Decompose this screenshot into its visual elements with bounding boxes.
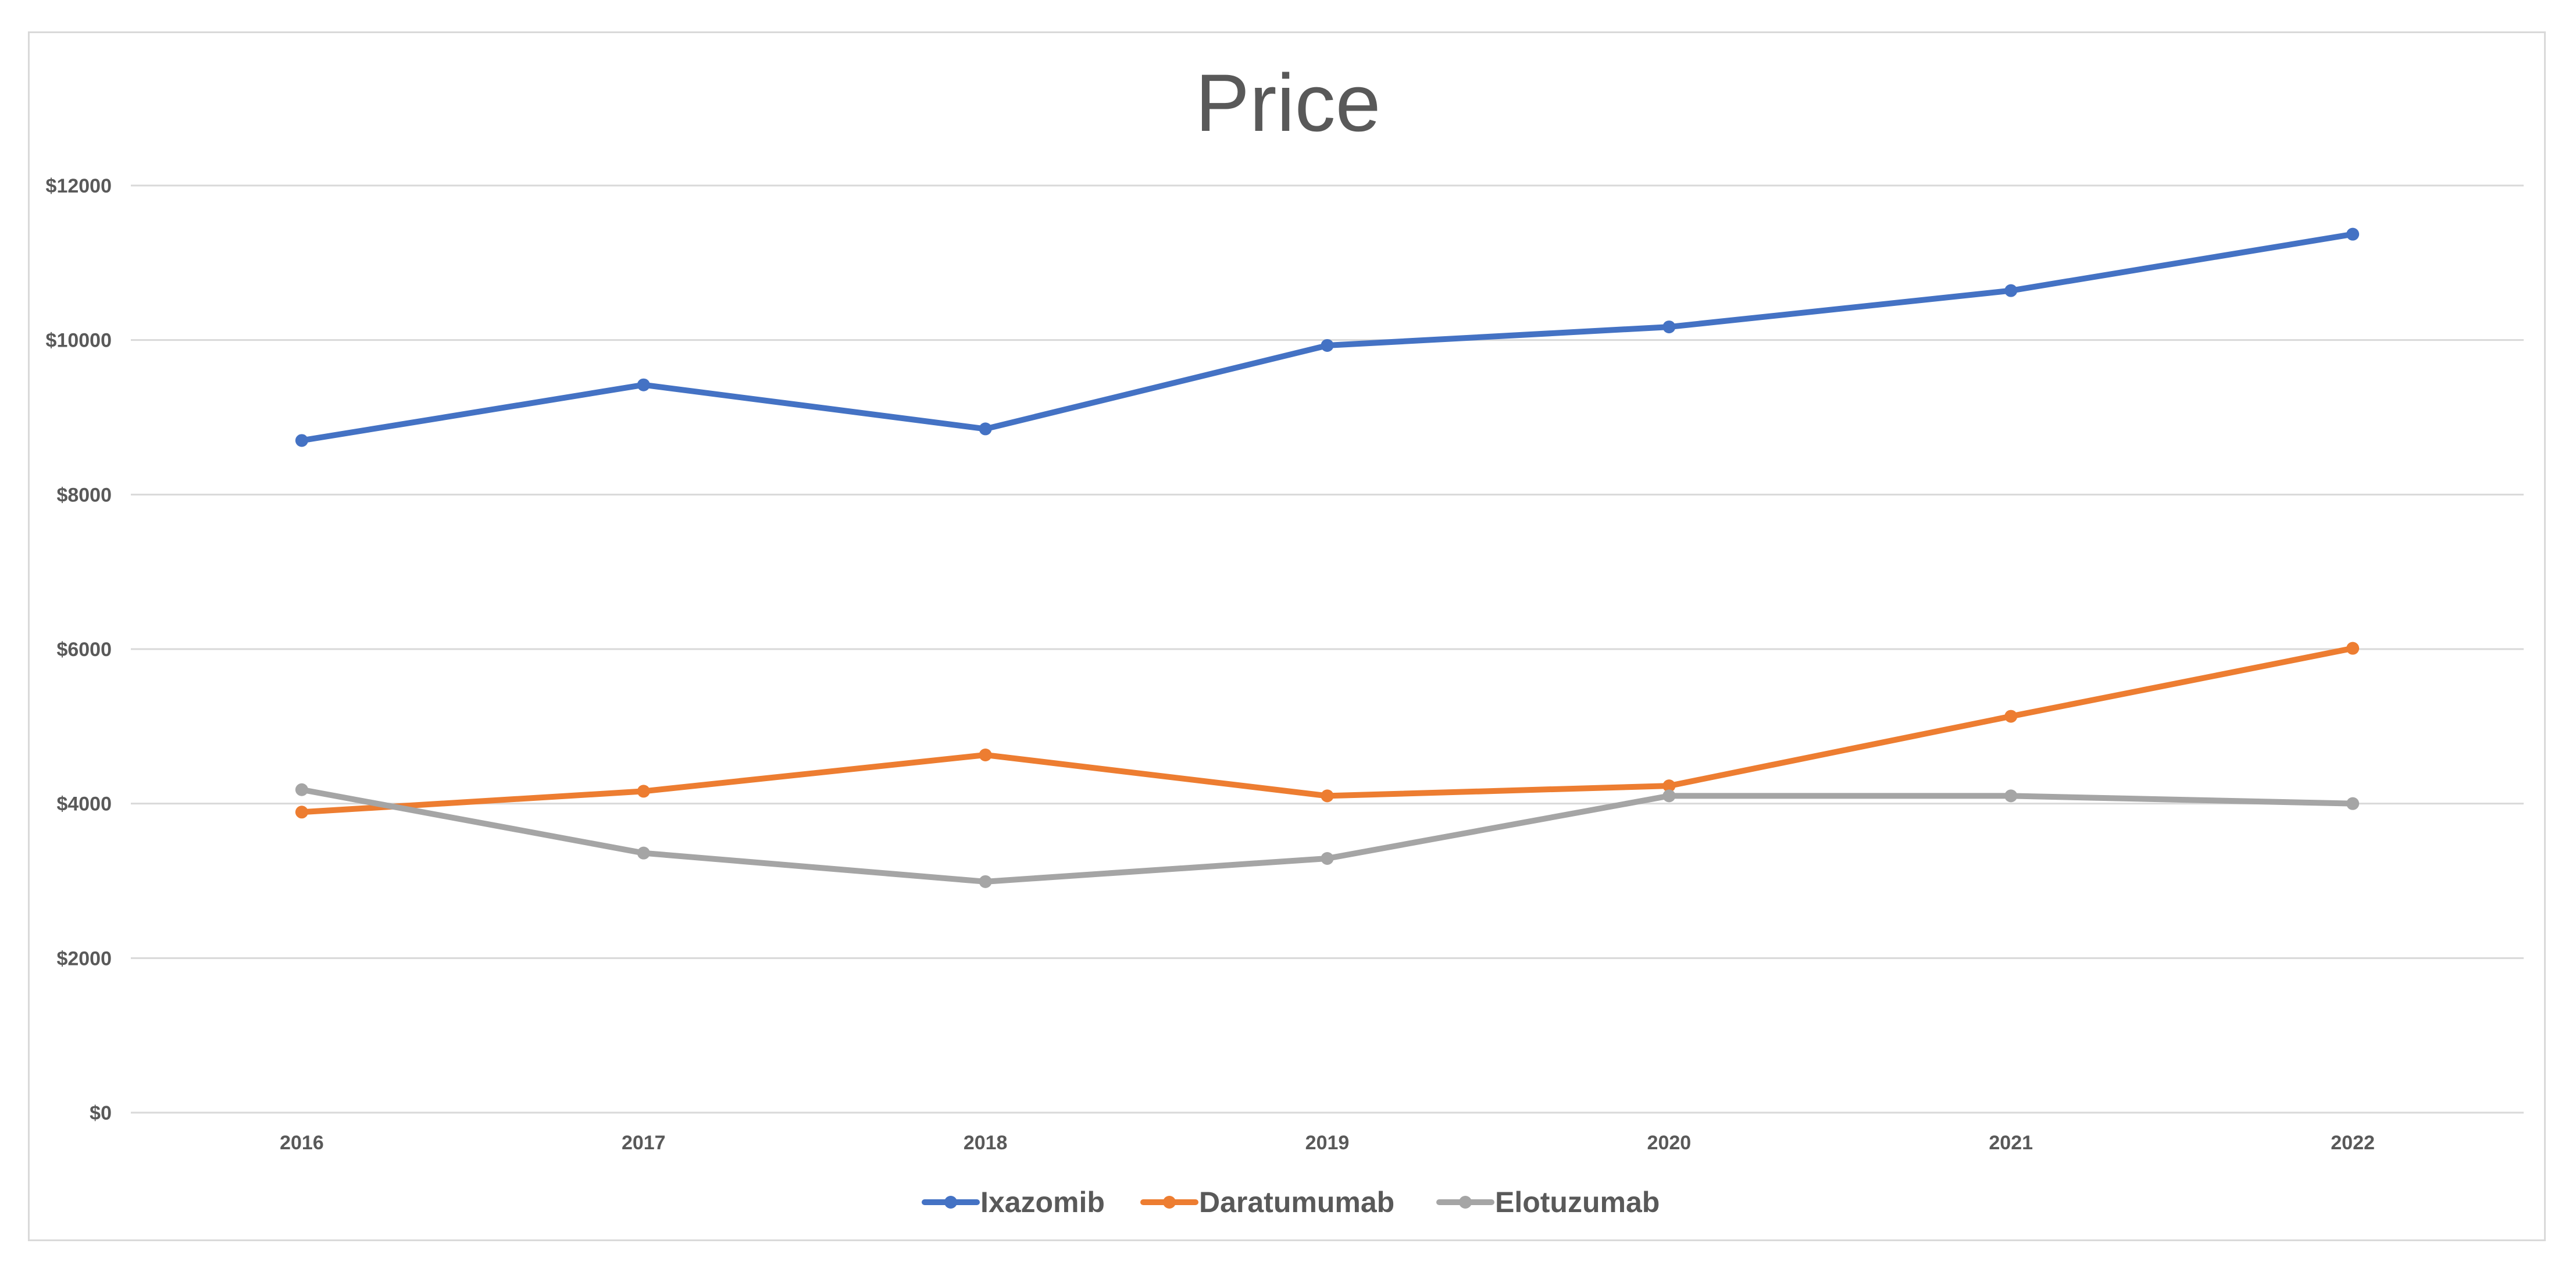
chart-title: Price [1196,57,1381,148]
x-tick-label: 2018 [964,1132,1008,1154]
legend-item-elotuzumab: Elotuzumab [1436,1186,1660,1218]
data-point [295,434,308,447]
legend-swatch-marker [944,1196,957,1209]
y-tick-label: $12000 [46,175,112,197]
series-line [298,231,2356,444]
legend-item-ixazomib: Ixazomib [922,1186,1105,1218]
x-tick-label: 2022 [2331,1132,2375,1154]
y-tick-label: $0 [90,1102,112,1124]
data-point [1321,339,1334,352]
data-point [637,378,650,391]
legend-swatch-marker [1459,1196,1472,1209]
series-elotuzumab [295,783,2360,888]
series-lines [295,227,2360,888]
legend-swatch-marker [1163,1196,1176,1209]
data-point [2004,789,2018,803]
data-point [295,783,308,796]
y-tick-label: $4000 [56,793,112,815]
data-point [2004,284,2018,297]
data-point [295,806,308,819]
data-point [1321,851,1334,865]
data-point [1662,789,1676,803]
y-tick-label: $2000 [56,947,112,970]
chart-frame [28,31,2546,1241]
x-tick-label: 2021 [1989,1132,2033,1154]
series-ixazomib [295,227,2360,447]
y-tick-label: $8000 [56,484,112,506]
x-tick-label: 2016 [280,1132,324,1154]
x-tick-label: 2017 [622,1132,666,1154]
y-axis: $0 $2000 $4000 $6000 $8000 $10000 $12000 [46,175,112,1124]
data-point [979,422,992,436]
data-point [979,875,992,888]
y-tick-label: $6000 [56,639,112,661]
data-point [2346,797,2360,810]
data-point [2346,227,2360,241]
series-daratumumab [295,642,2360,819]
x-axis: 2016 2017 2018 2019 2020 2021 2022 [280,1132,2375,1154]
legend-label: Elotuzumab [1495,1186,1660,1218]
data-point [637,785,650,798]
data-point [2004,710,2018,723]
x-tick-label: 2019 [1305,1132,1350,1154]
y-tick-label: $10000 [46,330,112,352]
series-line [298,645,2356,815]
data-point [637,846,650,860]
data-point [1662,779,1676,793]
data-point [2346,642,2360,655]
x-tick-label: 2020 [1647,1132,1692,1154]
gridlines [131,184,2524,1114]
legend: Ixazomib Daratumumab Elotuzumab [922,1186,1660,1218]
legend-item-daratumumab: Daratumumab [1140,1186,1394,1218]
legend-label: Ixazomib [980,1186,1105,1218]
data-point [1321,789,1334,803]
data-point [1662,320,1676,334]
data-point [979,748,992,761]
legend-label: Daratumumab [1199,1186,1394,1218]
